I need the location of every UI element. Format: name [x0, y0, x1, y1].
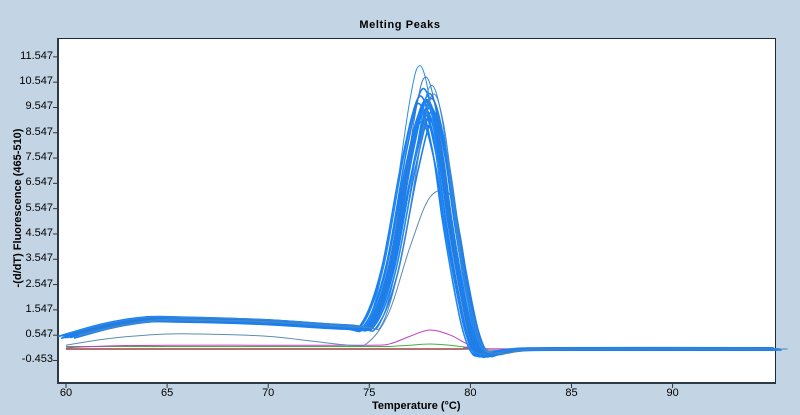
plot-area — [57, 38, 776, 384]
x-tick-label: 60 — [59, 387, 73, 399]
y-tick-label: 6.547 — [25, 176, 53, 189]
curve — [79, 93, 788, 355]
y-tick-label: 3.547 — [25, 252, 53, 265]
x-tick-label: 70 — [262, 387, 275, 399]
x-tick-label: 75 — [363, 387, 376, 399]
curve — [65, 65, 774, 355]
y-tick-label: 11.547 — [20, 49, 53, 62]
x-tick-label: 90 — [666, 387, 679, 399]
y-tick-label: 1.547 — [25, 302, 53, 315]
curve — [77, 84, 786, 355]
x-axis-label: Temperature (°C) — [372, 400, 461, 412]
y-tick-label: 5.547 — [25, 201, 53, 214]
curve — [65, 189, 774, 353]
y-tick-label: 10.547 — [19, 75, 53, 88]
y-tick-label: 4.547 — [25, 226, 53, 239]
y-tick-label: 9.547 — [25, 100, 53, 113]
x-tick-label: 85 — [565, 387, 578, 399]
y-tick-label: 0.547 — [25, 328, 53, 341]
y-tick-label: 2.547 — [25, 277, 53, 290]
curve — [71, 76, 780, 355]
y-tick-label: 8.547 — [25, 125, 53, 138]
x-tick-label: 65 — [160, 387, 174, 399]
x-tick-label: 80 — [464, 387, 477, 399]
y-tick-label: 7.547 — [25, 151, 53, 164]
y-tick-label: -0.453 — [21, 353, 53, 366]
chart-title: Melting Peaks — [359, 19, 441, 31]
